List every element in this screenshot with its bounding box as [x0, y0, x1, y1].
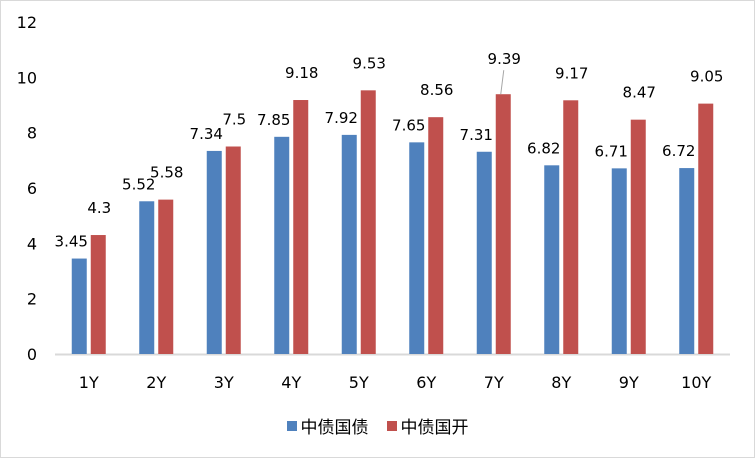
bar-series-2[interactable]: [158, 199, 174, 354]
bar-series-2[interactable]: [495, 94, 511, 355]
x-tick-label: 1Y: [79, 373, 99, 392]
legend-label: 中债国开: [400, 418, 469, 438]
data-label: 7.92: [325, 109, 358, 127]
x-tick-label: 3Y: [214, 373, 234, 392]
bar-series-2[interactable]: [225, 146, 241, 355]
bar-series-2[interactable]: [90, 235, 106, 354]
bar-series-1[interactable]: [544, 165, 560, 354]
y-tick-label: 4: [27, 234, 37, 253]
bar-series-2[interactable]: [360, 90, 376, 354]
x-tick-label: 10Y: [681, 373, 711, 392]
data-label: 9.17: [555, 64, 588, 82]
legend: 中债国债 中债国开: [0, 413, 755, 438]
data-label: 6.72: [662, 142, 695, 160]
bar-series-1[interactable]: [409, 142, 425, 354]
data-label: 8.56: [420, 81, 453, 99]
y-tick-label: 10: [17, 68, 37, 87]
data-label: 9.05: [690, 68, 723, 86]
data-label: 6.82: [527, 139, 560, 157]
data-label: 7.85: [257, 111, 290, 129]
x-tick-label: 9Y: [619, 373, 639, 392]
bar-series-2[interactable]: [563, 100, 579, 355]
data-label: 9.18: [285, 64, 318, 82]
data-label: 7.34: [190, 125, 223, 143]
bar-series-1[interactable]: [206, 150, 222, 354]
x-tick-label: 6Y: [416, 373, 436, 392]
bar-series-2[interactable]: [428, 117, 444, 354]
bar-series-1[interactable]: [341, 134, 357, 354]
data-label: 6.71: [595, 142, 628, 160]
legend-swatch-icon: [386, 420, 397, 431]
bar-series-1[interactable]: [139, 201, 155, 354]
data-label: 7.65: [392, 116, 425, 134]
x-tick-label: 4Y: [281, 373, 301, 392]
data-label: 9.39: [488, 50, 521, 68]
data-label: 9.53: [353, 54, 386, 72]
x-tick-label: 8Y: [551, 373, 571, 392]
data-label: 5.58: [150, 164, 183, 182]
y-tick-label: 8: [27, 124, 37, 143]
y-tick-label: 6: [27, 179, 37, 198]
data-label: 8.47: [623, 84, 656, 102]
y-tick-label: 0: [27, 345, 37, 364]
bar-series-1[interactable]: [274, 136, 290, 354]
bar-series-1[interactable]: [476, 151, 492, 354]
data-label: 7.31: [460, 126, 493, 144]
bar-series-2[interactable]: [630, 119, 646, 354]
legend-item-series-1[interactable]: 中债国债: [286, 413, 369, 438]
x-tick-label: 2Y: [146, 373, 166, 392]
x-tick-label: 7Y: [484, 373, 504, 392]
legend-item-series-2[interactable]: 中债国开: [386, 413, 469, 438]
data-label: 4.3: [87, 199, 111, 217]
y-tick-label: 12: [17, 13, 37, 32]
data-label: 5.52: [122, 175, 155, 193]
bar-series-2[interactable]: [698, 103, 714, 354]
y-tick-label: 2: [27, 290, 37, 309]
bar-series-2[interactable]: [293, 100, 309, 355]
bar-series-1[interactable]: [611, 168, 627, 354]
bar-series-1[interactable]: [71, 258, 87, 354]
x-tick-label: 5Y: [349, 373, 369, 392]
legend-label: 中债国债: [300, 418, 369, 438]
label-leader-line: [500, 70, 505, 95]
bar-series-1[interactable]: [679, 168, 695, 354]
legend-swatch-icon: [286, 420, 297, 431]
data-label: 3.45: [55, 233, 88, 251]
data-label: 7.5: [222, 111, 246, 129]
